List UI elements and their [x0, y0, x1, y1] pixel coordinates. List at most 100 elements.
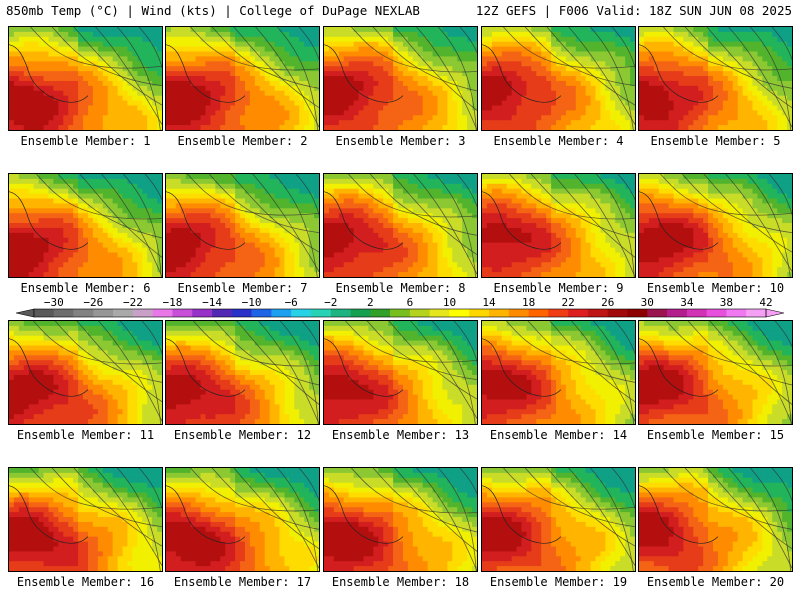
- colorbar-bin: [568, 309, 589, 317]
- ensemble-member-caption: Ensemble Member: 5: [650, 134, 781, 148]
- colorbar-bin: [746, 309, 767, 317]
- colorbar-max-arrow: [765, 308, 785, 318]
- ensemble-member-map-5: [638, 26, 793, 131]
- colorbar-bin: [212, 309, 233, 317]
- ensemble-member-map-9: [481, 173, 636, 278]
- ensemble-member-caption: Ensemble Member: 7: [177, 281, 308, 295]
- ensemble-member-map-4: [481, 26, 636, 131]
- colorbar-bin: [93, 309, 114, 317]
- colorbar-bin: [73, 309, 94, 317]
- ensemble-member-map-6: [8, 173, 163, 278]
- color-scale-bar: [15, 308, 785, 318]
- ensemble-member-caption: Ensemble Member: 10: [646, 281, 785, 295]
- colorbar-bin: [251, 309, 272, 317]
- colorbar-tick-label: −10: [241, 296, 262, 309]
- ensemble-member-caption: Ensemble Member: 4: [493, 134, 624, 148]
- colorbar-bin: [34, 309, 55, 317]
- colorbar-tick-label: −14: [202, 296, 222, 309]
- colorbar-tick-label: −18: [162, 296, 183, 309]
- ensemble-member-caption: Ensemble Member: 16: [16, 575, 155, 589]
- colorbar-bin: [291, 309, 312, 317]
- colorbar-bin: [587, 309, 609, 317]
- colorbar-bin: [429, 309, 450, 317]
- colorbar-bin: [390, 309, 411, 317]
- colorbar-tick-label: 10: [442, 296, 457, 309]
- ensemble-member-caption: Ensemble Member: 19: [489, 575, 628, 589]
- chart-title-right: 12Z GEFS | F006 Valid: 18Z SUN JUN 08 20…: [475, 3, 792, 18]
- ensemble-member-caption: Ensemble Member: 1: [20, 134, 151, 148]
- ensemble-member-map-10: [638, 173, 793, 278]
- colorbar-tick-label: −26: [83, 296, 104, 309]
- colorbar-tick-label: 6: [406, 296, 414, 309]
- colorbar-bin: [489, 309, 510, 317]
- colorbar-bin: [271, 309, 292, 317]
- colorbar-bin: [449, 309, 470, 317]
- chart-title-left: 850mb Temp (°C) | Wind (kts) | College o…: [6, 3, 420, 18]
- colorbar-bin: [409, 309, 430, 317]
- ensemble-member-caption: Ensemble Member: 13: [331, 428, 470, 442]
- ensemble-member-caption: Ensemble Member: 3: [335, 134, 466, 148]
- colorbar-tick-label: 38: [719, 296, 734, 309]
- ensemble-member-caption: Ensemble Member: 14: [489, 428, 628, 442]
- colorbar-tick-label: 14: [482, 296, 496, 309]
- colorbar-bin: [469, 309, 490, 317]
- colorbar-bin: [667, 309, 688, 317]
- colorbar-bin: [726, 309, 747, 317]
- ensemble-member-caption: Ensemble Member: 9: [493, 281, 624, 295]
- ensemble-member-caption: Ensemble Member: 12: [173, 428, 312, 442]
- colorbar-tick-label: 42: [759, 296, 773, 309]
- ensemble-member-map-7: [165, 173, 320, 278]
- ensemble-member-map-18: [323, 467, 478, 572]
- colorbar-tick-label: −30: [43, 296, 64, 309]
- colorbar-bin: [231, 309, 252, 317]
- ensemble-member-map-8: [323, 173, 478, 278]
- colorbar-tick-label: −22: [122, 296, 143, 309]
- ensemble-member-caption: Ensemble Member: 18: [331, 575, 470, 589]
- ensemble-member-caption: Ensemble Member: 17: [173, 575, 312, 589]
- colorbar-bin: [607, 309, 628, 317]
- colorbar-bin: [330, 309, 351, 317]
- colorbar-bin: [647, 309, 668, 317]
- ensemble-member-map-19: [481, 467, 636, 572]
- colorbar-tick-label: 2: [367, 296, 374, 309]
- ensemble-member-caption: Ensemble Member: 8: [335, 281, 466, 295]
- colorbar-bin: [152, 309, 173, 317]
- colorbar-tick-label: 30: [640, 296, 654, 309]
- ensemble-member-caption: Ensemble Member: 15: [646, 428, 785, 442]
- colorbar-bin: [53, 309, 74, 317]
- colorbar-bin: [172, 309, 193, 317]
- ensemble-member-map-13: [323, 320, 478, 425]
- colorbar-bin: [508, 309, 529, 317]
- ensemble-member-map-17: [165, 467, 320, 572]
- colorbar-bin: [627, 309, 648, 317]
- ensemble-member-caption: Ensemble Member: 11: [16, 428, 155, 442]
- ensemble-member-caption: Ensemble Member: 6: [20, 281, 151, 295]
- ensemble-member-map-14: [481, 320, 636, 425]
- colorbar-tick-label: 18: [521, 296, 536, 309]
- ensemble-member-map-16: [8, 467, 163, 572]
- colorbar-bin: [706, 309, 727, 317]
- colorbar-bin: [686, 309, 707, 317]
- colorbar-bin: [370, 309, 391, 317]
- ensemble-member-map-15: [638, 320, 793, 425]
- colorbar-bin: [132, 309, 154, 317]
- colorbar-bin: [528, 309, 549, 317]
- colorbar-min-arrow: [15, 308, 35, 318]
- color-scale-labels: −30 −26 −22 −18 −14 −10 −6 −2 2 6 10 14 18 22 26 30 34 38…: [0, 296, 800, 309]
- ensemble-member-caption: Ensemble Member: 20: [646, 575, 785, 589]
- colorbar-tick-label: −2: [324, 296, 338, 309]
- colorbar-tick-label: 26: [601, 296, 615, 309]
- colorbar-bin: [192, 309, 213, 317]
- ensemble-member-map-11: [8, 320, 163, 425]
- ensemble-member-map-20: [638, 467, 793, 572]
- colorbar-tick-label: −6: [284, 296, 298, 309]
- colorbar-bin: [350, 309, 371, 317]
- colorbar-tick-label: 22: [561, 296, 575, 309]
- colorbar-bin: [548, 309, 569, 317]
- colorbar-bin: [310, 309, 332, 317]
- ensemble-member-map-1: [8, 26, 163, 131]
- ensemble-member-caption: Ensemble Member: 2: [177, 134, 308, 148]
- colorbar-tick-label: 34: [680, 296, 694, 309]
- ensemble-member-map-12: [165, 320, 320, 425]
- colorbar-bin: [113, 309, 134, 317]
